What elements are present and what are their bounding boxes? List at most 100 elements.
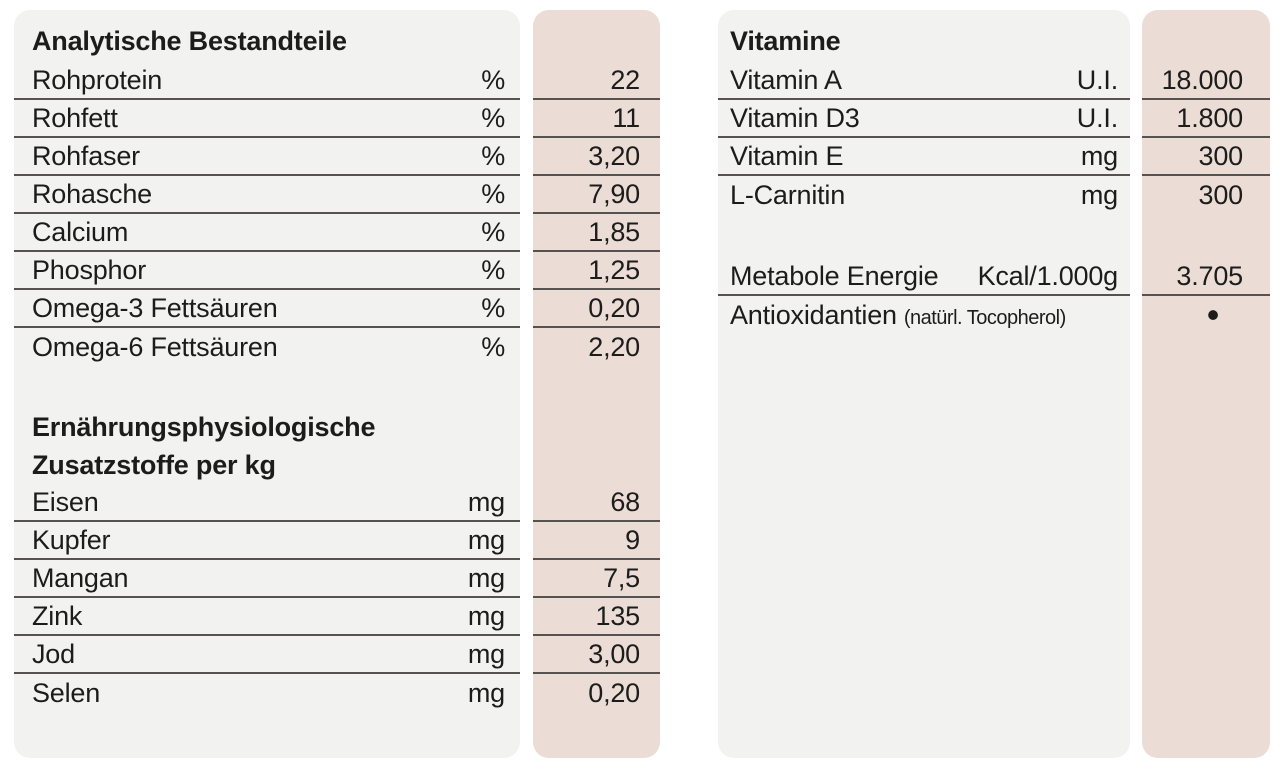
row-label: Omega-6 Fettsäuren [32, 331, 278, 362]
value-row: 7,5 [533, 560, 660, 598]
row-value: 9 [625, 524, 640, 555]
row-value: 300 [1198, 140, 1244, 171]
row-label: Antioxidantien [730, 299, 897, 330]
analytical-values-column: 22 11 3,20 7,90 1,85 1,25 0,20 2,20 68 9 7,5 135 3,0… [533, 10, 660, 758]
row-label-group: Jod [32, 639, 75, 670]
row-label: Omega-3 Fettsäuren [32, 292, 278, 323]
row-value: 2,20 [588, 331, 640, 362]
row-label: Eisen [32, 486, 99, 517]
row-label: Selen [32, 677, 101, 708]
row-unit: % [481, 102, 505, 133]
table-row: Mangan mg [14, 560, 520, 598]
values-spacer [1142, 214, 1270, 258]
row-label: Vitamin D3 [730, 102, 860, 133]
row-value: 1,25 [588, 254, 640, 285]
table-row: L-Carnitin mg [718, 176, 1130, 214]
section-spacer [718, 214, 1130, 258]
row-label-group: Kupfer [32, 525, 111, 556]
row-label-group: Rohasche [32, 179, 152, 210]
row-unit: mg [467, 486, 505, 517]
section-subtitle: Zusatzstoffe per kg [32, 449, 276, 480]
row-label-group: Zink [32, 601, 82, 632]
row-value: 7,90 [588, 178, 640, 209]
table-row: Vitamin D3 U.I. [718, 100, 1130, 138]
table-row: Phosphor% [14, 252, 520, 290]
section-title: Analytische Bestandteile [32, 26, 347, 56]
value-row: 9 [533, 522, 660, 560]
value-row: 0,20 [533, 674, 660, 712]
row-unit: mg [467, 600, 505, 631]
row-unit: % [481, 64, 505, 95]
value-row: 1,85 [533, 214, 660, 252]
value-row: 300 [1142, 176, 1270, 214]
value-row: 22 [533, 62, 660, 100]
value-row: 2,20 [533, 328, 660, 366]
values-title-spacer [1142, 10, 1270, 62]
table-row: Rohasche% [14, 176, 520, 214]
row-label-group: Calcium [32, 217, 128, 248]
row-label-group: Vitamin A [730, 65, 842, 96]
row-unit: mg [467, 677, 505, 708]
value-row: 11 [533, 100, 660, 138]
row-label-group: Selen [32, 678, 100, 709]
row-value: 68 [610, 486, 640, 517]
table-row: Omega-3 Fettsäuren% [14, 290, 520, 328]
row-label-group: Mangan [32, 563, 129, 594]
row-label-group: Phosphor [32, 255, 146, 286]
row-unit: % [481, 216, 505, 247]
row-label: Metabole Energie [730, 260, 939, 291]
value-row: 135 [533, 598, 660, 636]
values-subtitle-spacer [533, 408, 660, 446]
bullet-dot: • [1206, 294, 1220, 335]
row-unit: mg [467, 562, 505, 593]
value-row: 0,20 [533, 290, 660, 328]
row-label-group: Rohprotein [32, 65, 162, 96]
row-label: Zink [32, 600, 83, 631]
row-value: 22 [610, 64, 640, 95]
row-label: Calcium [32, 216, 129, 247]
row-unit: mg [467, 638, 505, 669]
row-unit: U.I. [1076, 64, 1118, 95]
row-unit: % [481, 331, 505, 362]
values-subtitle-spacer [533, 446, 660, 484]
values-spacer [533, 366, 660, 408]
row-label: Vitamin A [730, 64, 842, 95]
value-row: 300 [1142, 138, 1270, 176]
vitamins-panel: Vitamine Vitamin A U.I. Vitamin D3 U.I. Vitam… [718, 10, 1130, 758]
row-label: Jod [32, 638, 75, 669]
value-row: 3,00 [533, 636, 660, 674]
row-value: 18.000 [1161, 64, 1244, 95]
row-value: 1,85 [588, 216, 640, 247]
row-unit: % [481, 140, 505, 171]
table-row: Calcium% [14, 214, 520, 252]
value-row: 18.000 [1142, 62, 1270, 100]
row-value: 0,20 [588, 292, 640, 323]
section-title: Vitamine [730, 26, 841, 56]
table-row: Rohfaser% [14, 138, 520, 176]
row-value: 11 [612, 102, 640, 133]
section-subtitle: Ernährungsphysiologische [32, 411, 376, 442]
row-label: L-Carnitin [730, 179, 846, 210]
analytical-components-panel: Analytische Bestandteile Rohprotein% Rohfe… [14, 10, 520, 758]
value-row: • [1142, 296, 1270, 334]
row-unit: mg [1080, 179, 1118, 210]
table-row: Kupfer mg [14, 522, 520, 560]
row-unit: Kcal/1.000g [977, 260, 1119, 291]
row-label: Rohasche [32, 178, 152, 209]
table-row: Vitamin E mg [718, 138, 1130, 176]
table-row: Selen mg [14, 674, 520, 712]
row-label: Vitamin E [730, 140, 844, 171]
row-label: Rohprotein [32, 64, 163, 95]
section-spacer [14, 366, 520, 408]
row-label-group: Omega-3 Fettsäuren [32, 293, 278, 324]
row-label: Rohfaser [32, 140, 140, 171]
row-label-note: (natürl. Tocopherol) [903, 306, 1066, 329]
table-row: Metabole Energie Kcal/1.000g [718, 258, 1130, 296]
value-row: 7,90 [533, 176, 660, 214]
value-row: 1,25 [533, 252, 660, 290]
row-value: 300 [1198, 179, 1244, 210]
row-unit: % [481, 178, 505, 209]
row-value: 3,00 [588, 638, 640, 669]
value-row: 3,20 [533, 138, 660, 176]
row-label-group: Rohfett [32, 103, 118, 134]
